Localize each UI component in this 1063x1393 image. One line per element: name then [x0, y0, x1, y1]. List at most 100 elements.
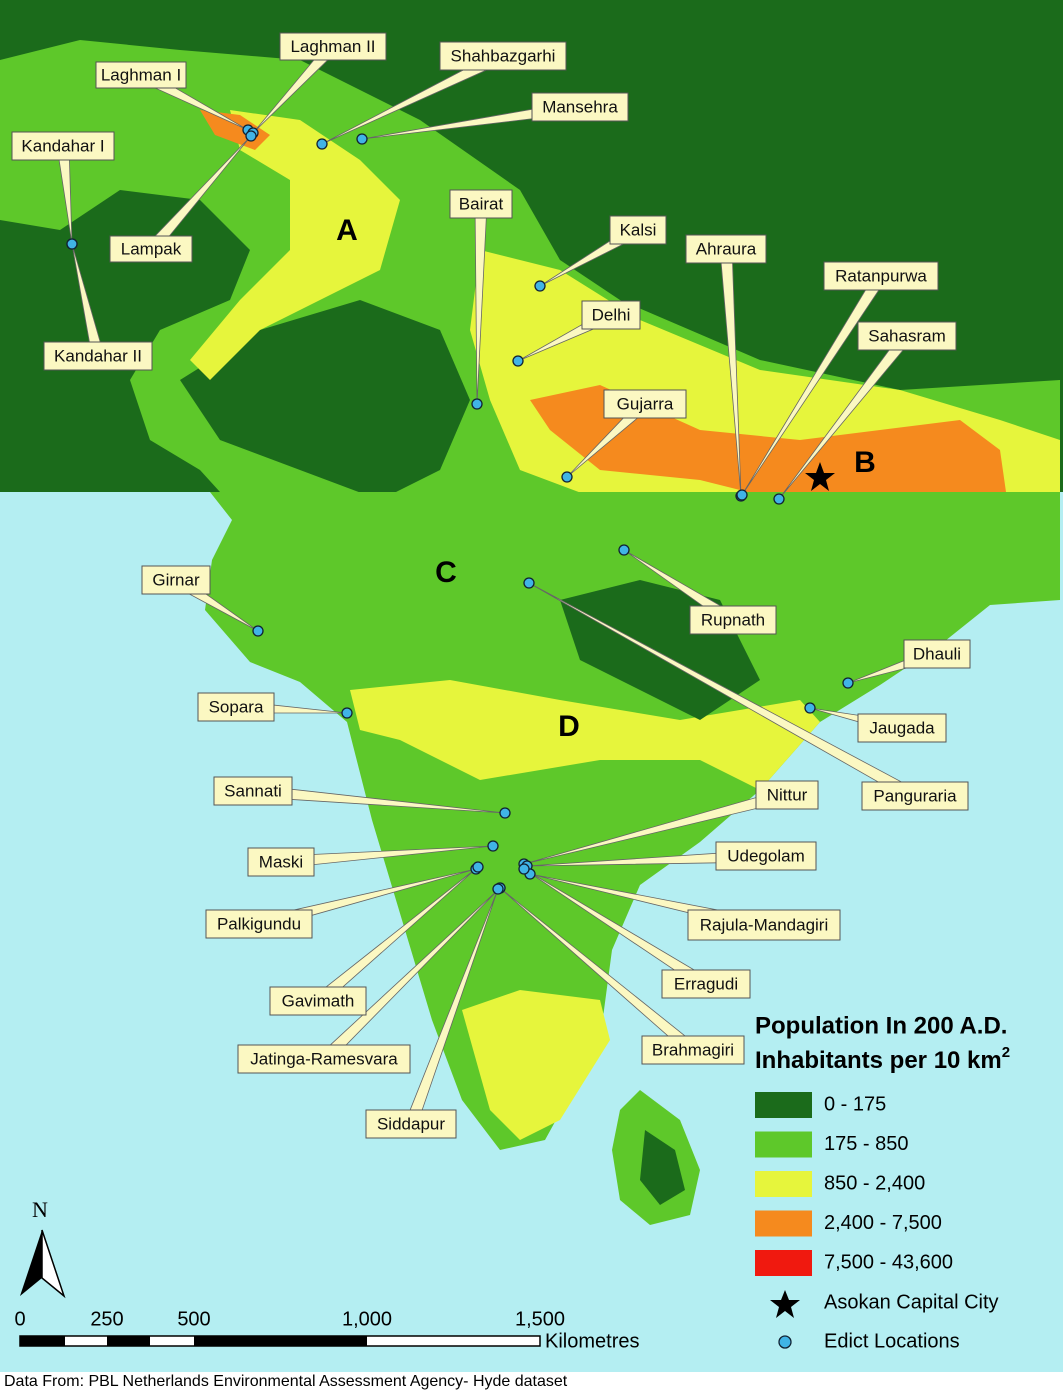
region-letter: C [435, 556, 457, 589]
location-label: Brahmagiri [652, 1040, 734, 1059]
location-box [687, 909, 841, 941]
location-label: Jaugada [869, 718, 935, 737]
edict-marker [804, 702, 816, 714]
location-label: Kandahar I [21, 136, 104, 155]
edict-marker [341, 707, 353, 719]
location-label: Girnar [152, 570, 200, 589]
location-label: Sannati [224, 781, 282, 800]
scale-label: 1,000 [342, 1308, 392, 1330]
edict-marker [618, 544, 630, 556]
location-label: Dhauli [913, 644, 961, 663]
edict-marker [356, 133, 368, 145]
north-arrow-right [41, 1229, 66, 1299]
location-box [861, 781, 969, 811]
location-label: Kandahar II [54, 346, 142, 365]
location-label: Ahraura [696, 239, 757, 258]
scale-label: 0 [14, 1308, 25, 1330]
location-label: Lampak [121, 239, 182, 258]
location-box [603, 389, 687, 419]
legend-label: 2,400 - 7,500 [824, 1212, 942, 1234]
legend-swatch [755, 1131, 812, 1158]
north-label: N [32, 1197, 48, 1222]
scale-segment [107, 1336, 150, 1346]
legend: 0 - 175 175 - 850 850 - 2,400 2,400 - 7,500… [755, 1092, 953, 1276]
location-box [269, 986, 367, 1016]
scale-unit: Kilometres [545, 1330, 639, 1352]
legend-swatch [755, 1250, 812, 1276]
edict-marker [471, 398, 483, 410]
sri-lanka-hills [640, 1130, 685, 1205]
edict-marker [534, 280, 546, 292]
peninsula [205, 492, 1060, 1150]
location-box [449, 189, 513, 219]
location-label: Palkigundu [217, 914, 301, 933]
edict-marker [66, 238, 78, 250]
location-label: Sahasram [868, 326, 945, 345]
edict-marker [773, 493, 785, 505]
location-box [857, 321, 957, 351]
edict-marker [518, 863, 530, 875]
location-label: Shahbazgarhi [451, 46, 556, 65]
location-box [531, 92, 629, 122]
legend-star [770, 1290, 800, 1318]
location-box [247, 847, 315, 877]
location-box [365, 1109, 457, 1139]
edict-marker [512, 355, 524, 367]
edict-marker [316, 138, 328, 150]
region-letter: A [336, 214, 358, 247]
legend-label: 850 - 2,400 [824, 1172, 925, 1194]
location-box [205, 909, 313, 939]
capital-star [805, 462, 835, 491]
region-letter: B [854, 446, 876, 479]
location-box [903, 639, 971, 669]
location-box [641, 1035, 745, 1065]
edict-marker [561, 471, 573, 483]
legend-swatch [755, 1092, 812, 1118]
location-box [685, 234, 767, 264]
legend-superscript: 2 [1002, 1044, 1010, 1061]
location-label: Panguraria [873, 786, 957, 805]
scale-segment [194, 1336, 367, 1346]
location-box [237, 1044, 411, 1074]
legend-label: Edict Locations [824, 1330, 960, 1352]
legend-edict-marker [778, 1335, 792, 1349]
location-box [109, 235, 193, 263]
deccan-band [350, 680, 820, 790]
location-box [141, 565, 211, 595]
scale-bar [19, 1335, 541, 1347]
location-label: Siddapur [377, 1114, 445, 1133]
location-label: Erragudi [674, 974, 738, 993]
location-label: Gujarra [617, 394, 674, 413]
scale-labels: 0 250 500 1,000 1,500 [14, 1308, 565, 1330]
location-box [213, 776, 293, 806]
edict-marker [252, 625, 264, 637]
location-box [661, 969, 751, 999]
location-box [197, 692, 275, 722]
source-note: Data From: PBL Netherlands Environmental… [4, 1373, 568, 1390]
legend-subtitle-text: Inhabitants per 10 km [755, 1047, 1002, 1074]
location-label: Sopara [209, 697, 264, 716]
location-box [439, 41, 567, 71]
location-box [581, 300, 641, 330]
thar-region [180, 300, 470, 500]
legend-title: Population In 200 A.D. [755, 1012, 1007, 1039]
south-coast [462, 990, 610, 1140]
labels: Laghman I Laghman II Shahbazgarhi Mansehra K… [11, 32, 971, 1139]
scale-label: 1,500 [515, 1308, 565, 1330]
legend-label: Asokan Capital City [824, 1291, 999, 1313]
callouts [56, 41, 940, 1127]
location-box [755, 780, 819, 810]
location-label: Maski [259, 852, 303, 871]
location-label: Udegolam [727, 846, 805, 865]
edict-marker [492, 883, 504, 895]
location-box [857, 713, 947, 743]
legend-label: 0 - 175 [824, 1093, 886, 1115]
location-box [95, 61, 187, 89]
north-arrow-left [20, 1230, 42, 1296]
location-box [823, 261, 939, 291]
location-box [43, 341, 153, 371]
location-box [609, 215, 667, 245]
edict-marker [736, 489, 748, 501]
location-label: Ratanpurwa [835, 266, 927, 285]
location-label: Kalsi [620, 220, 657, 239]
